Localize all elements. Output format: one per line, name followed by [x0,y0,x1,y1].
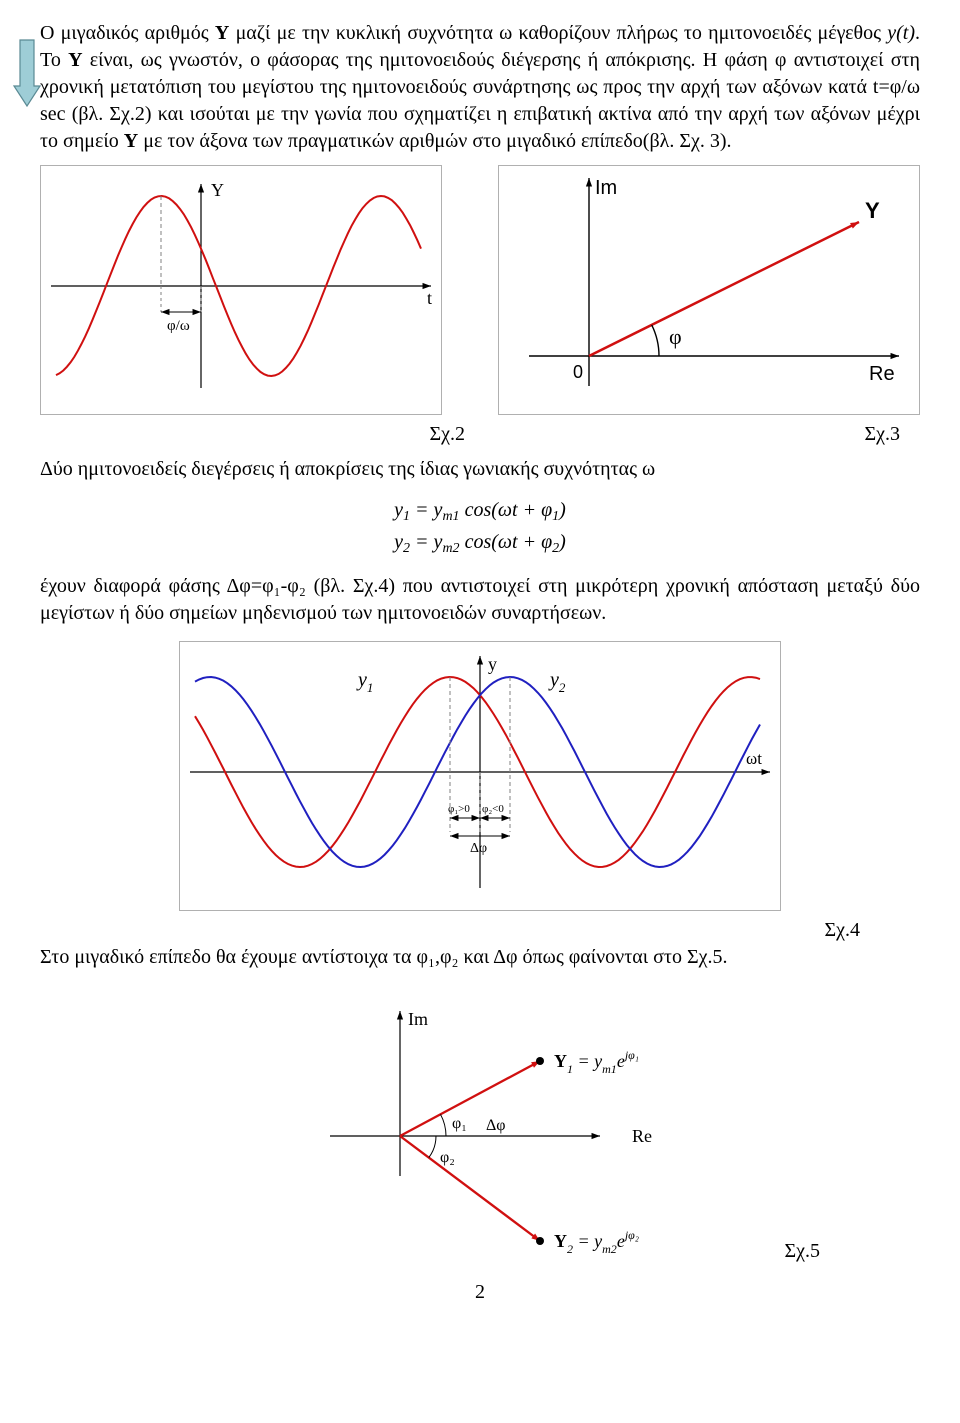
figure-3: Im Re 0 Yφ [498,165,920,415]
svg-text:ωt: ωt [746,749,762,768]
paragraph-2: Δύο ημιτονοειδείς διεγέρσεις ή αποκρίσει… [40,456,920,483]
svg-text:Δφ: Δφ [470,841,487,856]
svg-text:Re: Re [869,363,895,385]
figure-2: Yt φ/ω [40,165,442,415]
svg-text:φ: φ [669,324,682,349]
svg-text:Δφ: Δφ [486,1117,506,1134]
svg-text:y2: y2 [548,669,566,695]
svg-text:Re: Re [632,1126,652,1146]
paragraph-4: Στο μιγαδικό επίπεδο θα έχουμε αντίστοιχ… [40,944,920,971]
svg-text:φ₁>0: φ₁>0 [448,803,470,815]
svg-text:φ/ω: φ/ω [167,318,190,334]
paragraph-3: έχουν διαφορά φάσης Δφ=φ₁-φ₂ (βλ. Σχ.4) … [40,573,920,627]
equation-1: y1 = ym1 cos(ωt + φ1) [40,497,920,527]
sym-yt: y(t) [887,22,915,44]
txt: μαζί με την κυκλική συχνότητα ω καθορίζο… [229,22,887,44]
equations: y1 = ym1 cos(ωt + φ1) y2 = ym2 cos(ωt + … [40,497,920,559]
svg-text:Y: Y [211,180,224,200]
svg-text:0: 0 [573,362,583,382]
svg-text:φ₂: φ₂ [440,1149,455,1166]
svg-text:Y: Y [865,198,880,223]
figure-5: Im Re φ₁ φ₂ Δφ Y1 = ym1ejφ₁ Y2 = ym2ejφ₂ Σχ.5 [40,981,920,1269]
txt: Ο μιγαδικός αριθμός [40,22,215,44]
margin-arrow-icon [10,30,44,115]
page: Ο μιγαδικός αριθμός Y μαζί με την κυκλικ… [0,0,960,1346]
svg-text:φ₁: φ₁ [452,1115,467,1132]
svg-text:Im: Im [408,1009,428,1029]
sym-Y: Y [124,130,138,152]
sym-Y: Y [68,49,82,71]
figure-4-label: Σχ.4 [40,917,920,944]
page-number: 2 [40,1279,920,1306]
equation-2: y2 = ym2 cos(ωt + φ2) [40,529,920,559]
svg-text:t: t [427,288,432,308]
figure-3-label: Σχ.3 [475,421,920,448]
figure-5-label: Σχ.5 [784,1238,820,1265]
txt: με τον άξονα των πραγματικών αριθμών στο… [138,130,731,152]
svg-text:Y2 = ym2ejφ₂: Y2 = ym2ejφ₂ [554,1228,639,1256]
figure-2-label: Σχ.2 [40,421,475,448]
svg-text:y: y [488,654,497,674]
svg-text:y1: y1 [356,669,373,695]
figure-4: y ωt y1 y2 φ₁>0 φ₂<0 Δφ [179,641,781,911]
svg-text:φ₂<0: φ₂<0 [482,803,504,815]
paragraph-1: Ο μιγαδικός αριθμός Y μαζί με την κυκλικ… [40,20,920,155]
sym-Y: Y [215,22,229,44]
svg-text:Y1 = ym1ejφ₁: Y1 = ym1ejφ₁ [554,1048,639,1076]
svg-text:Im: Im [595,177,617,199]
